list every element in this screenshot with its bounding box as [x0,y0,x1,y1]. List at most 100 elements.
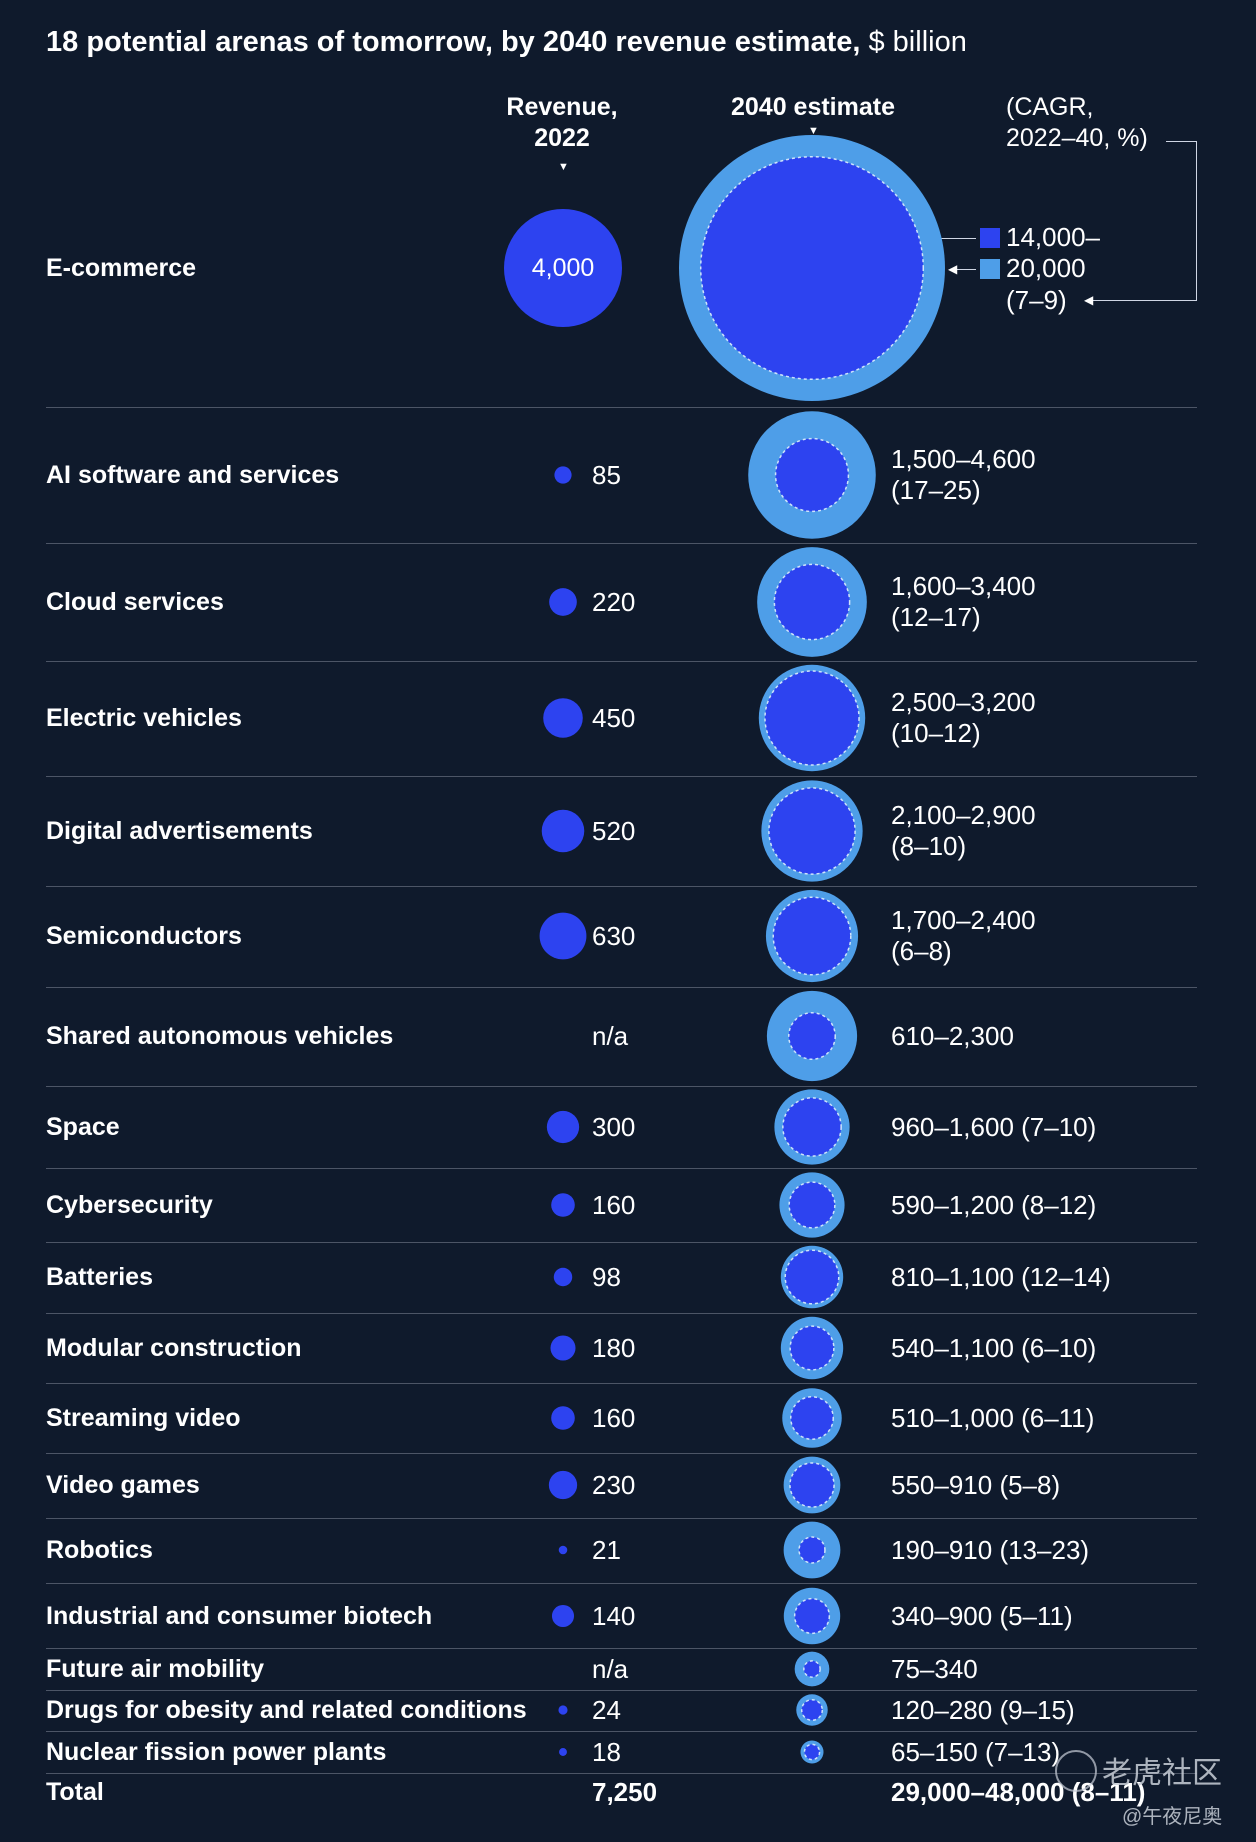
estimate-2040-value-electric-vehicles: 2,500–3,200 [891,687,1036,717]
cagr-arrow-icon: ◀ [1084,293,1094,307]
cagr-value-cloud-services: (12–17) [891,602,981,632]
bubble-2040-low-batteries [784,1249,840,1305]
revenue-2022-value-industrial-and-consumer-biotech: 140 [592,1601,636,1631]
bubble-2022-batteries [553,1267,573,1287]
row-separator-13 [46,1583,1197,1584]
legend-high-swatch [980,259,1000,279]
bubble-2040-low-industrial-and-consumer-biotech [793,1597,831,1635]
bubble-2022-electric-vehicles [543,698,583,738]
bubble-2040-low-drugs-for-obesity-and-related-conditions [800,1698,824,1722]
estimate-2040-value-future-air-mobility: 75–340 [891,1654,978,1684]
legend-high-arrow-icon: ◀ [948,262,958,276]
cagr-connector-vertical [1196,141,1197,301]
bubble-2040-low-modular-construction [789,1325,835,1371]
row-separator-11 [46,1453,1197,1454]
bubble-2040-low-cloud-services [773,563,851,641]
estimate-2040-value-industrial-and-consumer-biotech: 340–900 (5–11) [891,1601,1073,1631]
row-label-industrial-and-consumer-biotech: Industrial and consumer biotech [46,1602,433,1630]
revenue-2022-header-line2: 2022 [534,124,590,152]
cagr-header-line1: (CAGR, [1006,93,1094,121]
estimate-2040-value-digital-advertisements: 2,100–2,900 [891,800,1036,830]
revenue-2022-header: Revenue, 2022 [497,92,627,154]
bubble-2022-industrial-and-consumer-biotech [551,1604,575,1628]
bubble-2022-e-commerce [504,209,622,327]
estimate-2040-value-semiconductors: 1,700–2,400 [891,905,1036,935]
estimate-2040-value-cybersecurity: 590–1,200 (8–12) [891,1190,1097,1220]
legend-cagr-label: (7–9) [1006,285,1067,315]
row-label-shared-autonomous-vehicles: Shared autonomous vehicles [46,1022,394,1050]
bubble-2040-low-semiconductors [772,896,852,976]
estimate-2040-down-arrow-icon: ▼ [808,125,819,137]
bubble-2022-nuclear-fission-power-plants [559,1748,567,1756]
revenue-2022-value-digital-advertisements: 520 [592,816,636,846]
total-label: Total [46,1778,104,1806]
estimate-2040-value-modular-construction: 540–1,100 (6–10) [891,1333,1097,1363]
row-label-e-commerce: E-commerce [46,254,197,282]
row-separator-3 [46,776,1197,777]
estimate-2040-value-cloud-services: 1,600–3,400 [891,571,1036,601]
estimate-2040-value-video-games: 550–910 (5–8) [891,1470,1061,1500]
estimate-2040-value-streaming-video: 510–1,000 (6–11) [891,1403,1095,1433]
row-label-digital-advertisements: Digital advertisements [46,817,313,845]
revenue-2022-value-space: 300 [592,1112,636,1142]
bubble-2040-low-e-commerce [699,155,925,381]
row-separator-15 [46,1690,1197,1691]
estimate-2040-value-drugs-for-obesity-and-related-conditions: 120–280 (9–15) [891,1695,1075,1725]
row-label-streaming-video: Streaming video [46,1404,241,1432]
bubble-2040-low-cybersecurity [788,1181,836,1229]
total-estimate-2040-value: 29,000–48,000 (8–11) [891,1777,1146,1807]
revenue-2022-value-shared-autonomous-vehicles: n/a [592,1021,629,1051]
bubble-2022-modular-construction [550,1335,576,1361]
bubble-2022-space [546,1110,580,1144]
revenue-2022-value-ai-software-and-services: 85 [592,460,621,490]
bubble-2022-video-games [548,1470,578,1500]
legend-high-label: 20,000 [1006,253,1086,283]
revenue-2022-value-future-air-mobility: n/a [592,1654,629,1684]
revenue-2022-value-drugs-for-obesity-and-related-conditions: 24 [592,1695,621,1725]
row-label-robotics: Robotics [46,1536,153,1564]
revenue-2022-down-arrow-icon: ▼ [558,161,569,173]
chart-title-unit: $ billion [860,26,967,58]
bubble-2022-digital-advertisements [541,809,585,853]
estimate-2040-value-ai-software-and-services: 1,500–4,600 [891,444,1036,474]
row-separator-4 [46,886,1197,887]
cagr-value-digital-advertisements: (8–10) [891,831,967,861]
bubble-2022-cloud-services [549,588,577,616]
cagr-value-ai-software-and-services: (17–25) [891,475,981,505]
row-separator-10 [46,1383,1197,1384]
revenue-2022-value-video-games: 230 [592,1470,636,1500]
legend-low-swatch [980,228,1000,248]
row-label-drugs-for-obesity-and-related-conditions: Drugs for obesity and related conditions [46,1696,527,1724]
estimate-2040-value-batteries: 810–1,100 (12–14) [891,1262,1111,1292]
bubble-2022-semiconductors [539,912,587,960]
row-separator-5 [46,987,1197,988]
legend-low-label: 14,000– [1006,222,1100,252]
cagr-header: (CAGR, 2022–40, %) [1006,92,1148,154]
row-label-batteries: Batteries [46,1263,153,1291]
revenue-2022-value-nuclear-fission-power-plants: 18 [592,1737,621,1767]
row-separator-0 [46,407,1197,408]
legend-low-connector [928,238,976,239]
row-label-semiconductors: Semiconductors [46,922,242,950]
revenue-2022-value-robotics: 21 [592,1535,621,1565]
estimate-2040-value-space: 960–1,600 (7–10) [891,1112,1097,1142]
bubble-2040-low-space [782,1097,842,1157]
estimate-2040-value-shared-autonomous-vehicles: 610–2,300 [891,1021,1014,1051]
bubble-2040-low-streaming-video [790,1396,834,1440]
row-separator-2 [46,661,1197,662]
row-label-electric-vehicles: Electric vehicles [46,704,242,732]
bubble-2040-low-electric-vehicles [764,670,860,766]
bubble-2040-low-video-games [789,1462,835,1508]
row-separator-9 [46,1313,1197,1314]
revenue-2022-value-streaming-video: 160 [592,1403,636,1433]
cagr-value-semiconductors: (6–8) [891,936,952,966]
row-separator-6 [46,1086,1197,1087]
watermark-handle: @午夜尼奥 [1122,1806,1223,1828]
revenue-2022-value-semiconductors: 630 [592,921,636,951]
row-separator-17 [46,1773,1197,1774]
row-label-video-games: Video games [46,1471,200,1499]
row-label-cloud-services: Cloud services [46,588,224,616]
estimate-2040-value-robotics: 190–910 (13–23) [891,1535,1090,1565]
revenue-2022-value-batteries: 98 [592,1262,621,1292]
legend-high-connector [954,269,976,270]
